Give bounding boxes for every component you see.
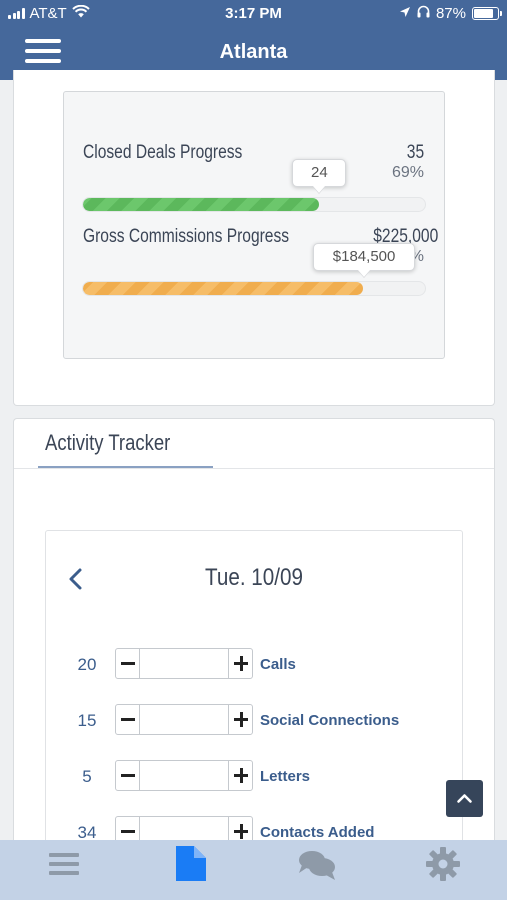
- activity-label: Letters: [260, 768, 311, 785]
- tab-bar: [0, 840, 507, 900]
- social-connections-input[interactable]: [141, 705, 229, 734]
- closed-deals-current-tooltip: 24: [292, 159, 347, 187]
- activity-row-social-connections: 15 Social Connections: [0, 704, 507, 736]
- headphones-icon: [417, 5, 430, 22]
- plus-icon[interactable]: [228, 761, 252, 790]
- gross-commissions-progress-fill: [83, 282, 364, 295]
- chevron-up-icon[interactable]: [446, 780, 483, 817]
- minus-icon[interactable]: [116, 817, 140, 846]
- gross-commissions-goal: $225,000: [373, 226, 438, 247]
- minus-icon[interactable]: [116, 649, 140, 678]
- activity-row-calls: 20 Calls: [0, 648, 507, 680]
- activity-count: 20: [77, 655, 97, 674]
- battery-icon: [472, 7, 502, 20]
- hamburger-menu-icon[interactable]: [25, 39, 61, 67]
- activity-label: Contacts Added: [260, 824, 375, 841]
- tracker-panel: [45, 530, 463, 860]
- title-divider: [14, 468, 494, 469]
- closed-deals-progress-fill: [83, 198, 319, 211]
- activity-tracker-title: Activity Tracker: [45, 430, 171, 455]
- status-bar: AT&T 3:17 PM 87%: [0, 0, 507, 28]
- closed-deals-label: Closed Deals Progress: [83, 142, 243, 163]
- chat-icon[interactable]: [288, 840, 348, 900]
- gross-commissions-progress-bar: [82, 281, 426, 296]
- status-left: AT&T: [8, 4, 90, 22]
- minus-icon[interactable]: [116, 761, 140, 790]
- chevron-left-icon[interactable]: [65, 565, 87, 593]
- letters-input[interactable]: [141, 761, 229, 790]
- closed-deals-percent: 69%: [391, 164, 424, 181]
- document-icon[interactable]: [161, 840, 221, 900]
- plus-icon[interactable]: [228, 817, 252, 846]
- battery-percent: 87%: [435, 5, 466, 22]
- wifi-icon: [72, 4, 90, 22]
- activity-count: 5: [82, 767, 92, 786]
- activity-count: 34: [77, 823, 97, 842]
- minus-icon[interactable]: [116, 705, 140, 734]
- progress-panel: [63, 91, 445, 359]
- page-title: Atlanta: [219, 41, 288, 63]
- activity-count: 15: [77, 711, 97, 730]
- status-time: 3:17 PM: [225, 5, 282, 22]
- signal-icon: [8, 8, 25, 19]
- activity-label: Social Connections: [260, 712, 400, 729]
- plus-icon[interactable]: [228, 705, 252, 734]
- social-connections-stepper: [115, 704, 253, 735]
- activity-row-letters: 5 Letters: [0, 760, 507, 792]
- activity-label: Calls: [260, 656, 296, 673]
- plus-icon[interactable]: [228, 649, 252, 678]
- letters-stepper: [115, 760, 253, 791]
- carrier-name: AT&T: [29, 5, 67, 22]
- closed-deals-goal: 35: [406, 142, 424, 163]
- tracker-date: Tue. 10/09: [205, 564, 303, 591]
- gear-icon[interactable]: [413, 840, 473, 900]
- title-underline: [38, 466, 213, 468]
- status-right: 87%: [399, 5, 502, 22]
- gross-commissions-label: Gross Commissions Progress: [83, 226, 290, 247]
- gross-commissions-current-tooltip: $184,500: [313, 243, 416, 271]
- calls-input[interactable]: [141, 649, 229, 678]
- location-arrow-icon: [399, 5, 411, 22]
- closed-deals-progress-bar: [82, 197, 426, 212]
- calls-stepper: [115, 648, 253, 679]
- list-icon[interactable]: [34, 840, 94, 900]
